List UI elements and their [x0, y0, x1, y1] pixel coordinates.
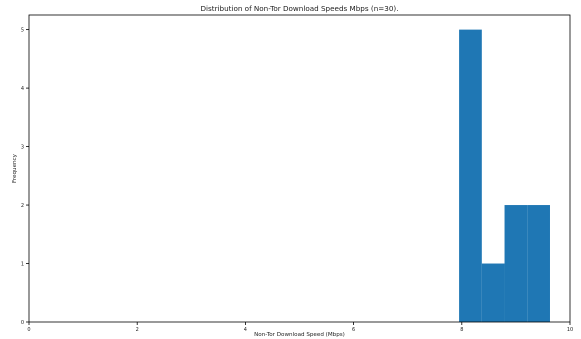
- chart-title: Distribution of Non-Tor Download Speeds …: [200, 4, 398, 13]
- x-tick-label-2: 4: [244, 327, 247, 333]
- x-axis-label: Non-Tor Download Speed (Mbps): [254, 332, 345, 338]
- histogram-bar-1: [481, 263, 505, 322]
- histogram-bar-2: [504, 205, 528, 322]
- y-tick-label-2: 2: [21, 203, 24, 209]
- y-tick-label-4: 4: [21, 86, 24, 92]
- y-tick-label-5: 5: [21, 27, 24, 33]
- plot-frame: [28, 14, 571, 323]
- x-tick-label-5: 10: [567, 327, 573, 333]
- bars-group: [459, 29, 550, 322]
- x-tick-label-1: 2: [136, 327, 139, 333]
- x-tick-label-0: 0: [27, 327, 30, 333]
- plot-border: [28, 14, 571, 323]
- y-tick-label-3: 3: [21, 144, 24, 150]
- x-tick-label-4: 8: [460, 327, 463, 333]
- y-tick-label-1: 1: [21, 261, 24, 267]
- y-tick-label-0: 0: [21, 320, 24, 326]
- x-tick-label-3: 6: [352, 327, 355, 333]
- x-axis-ticks: 0 2 4 6 8 10: [27, 322, 573, 333]
- y-axis-label: Frequency: [12, 153, 18, 183]
- histogram-bar-3: [527, 205, 550, 322]
- y-axis-ticks: 0 1 2 3 4 5: [21, 27, 29, 326]
- histogram-bar-0: [459, 29, 482, 322]
